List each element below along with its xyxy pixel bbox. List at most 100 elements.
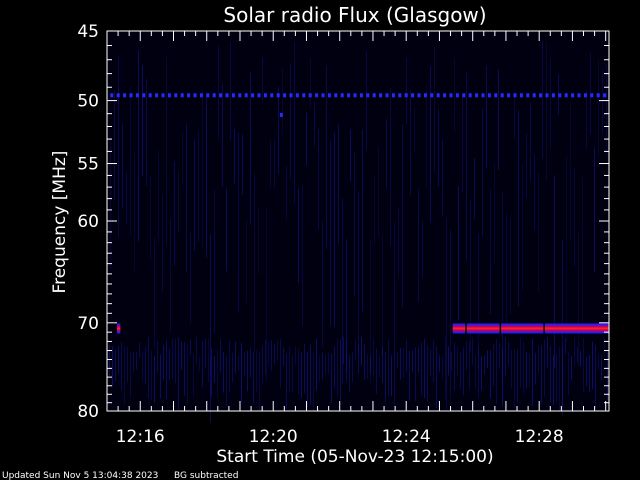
- emission-dot: [359, 93, 363, 98]
- noise-streak: [517, 349, 518, 404]
- noise-streak: [469, 341, 470, 391]
- noise-streak: [198, 131, 199, 242]
- noise-streak: [292, 355, 293, 392]
- noise-streak: [598, 353, 599, 371]
- noise-streak: [246, 220, 247, 303]
- noise-streak: [578, 230, 579, 367]
- noise-streak: [190, 339, 191, 356]
- emission-gap: [465, 323, 467, 334]
- emission-dot: [481, 93, 485, 98]
- noise-streak: [122, 123, 123, 209]
- emission-dot: [135, 93, 139, 98]
- noise-streak: [511, 349, 512, 389]
- emission-dot: [244, 93, 248, 98]
- noise-streak: [577, 347, 578, 363]
- noise-streak: [157, 341, 158, 373]
- noise-streak: [205, 339, 206, 369]
- emission-dot: [283, 93, 287, 98]
- emission-dot: [225, 93, 229, 98]
- noise-streak: [502, 347, 503, 407]
- emission-band-core: [116, 327, 121, 330]
- noise-streak: [206, 95, 207, 258]
- noise-streak: [424, 338, 425, 399]
- noise-streak: [367, 354, 368, 379]
- noise-streak: [318, 128, 319, 230]
- noise-streak: [214, 190, 215, 333]
- noise-streak: [194, 140, 195, 251]
- emission-dot: [494, 93, 498, 98]
- noise-streak: [451, 351, 452, 372]
- y-tick-label: 45: [77, 22, 99, 42]
- noise-streak: [259, 352, 260, 411]
- noise-streak: [534, 154, 535, 230]
- noise-streak: [322, 222, 323, 347]
- noise-streak: [232, 352, 233, 383]
- emission-dot: [430, 93, 434, 98]
- y-tick-label: 60: [77, 212, 99, 232]
- footer-note: BG subtracted: [174, 471, 238, 480]
- noise-streak: [178, 171, 179, 234]
- noise-streak: [508, 341, 509, 365]
- emission-dot: [212, 93, 216, 98]
- noise-streak: [250, 348, 251, 378]
- noise-streak: [478, 346, 479, 398]
- emission-dot: [231, 93, 235, 98]
- noise-streak: [340, 339, 341, 401]
- noise-streak: [460, 352, 461, 389]
- noise-streak: [211, 348, 212, 397]
- noise-streak: [124, 346, 125, 405]
- noise-streak: [338, 124, 339, 244]
- emission-dot: [251, 93, 255, 98]
- x-tick-label: 12:20: [249, 427, 298, 447]
- noise-streak: [277, 340, 278, 360]
- noise-streak: [604, 338, 605, 355]
- noise-streak: [505, 336, 506, 377]
- noise-streak: [554, 175, 555, 369]
- noise-streak: [376, 348, 377, 394]
- emission-dot: [238, 93, 242, 98]
- noise-streak: [151, 350, 152, 401]
- noise-streak: [230, 42, 231, 140]
- noise-streak: [290, 62, 291, 180]
- noise-streak: [397, 351, 398, 368]
- noise-streak: [361, 336, 362, 366]
- noise-streak: [154, 356, 155, 403]
- emission-dot: [148, 93, 152, 98]
- noise-streak: [462, 96, 463, 193]
- noise-streak: [355, 339, 356, 361]
- noise-streak: [326, 65, 327, 249]
- noise-streak: [258, 207, 259, 275]
- noise-streak: [146, 78, 147, 186]
- noise-streak: [402, 124, 403, 308]
- noise-streak: [445, 337, 446, 399]
- noise-streak: [256, 350, 257, 393]
- noise-streak: [295, 346, 296, 365]
- noise-streak: [163, 345, 164, 380]
- feature-layer: [110, 93, 609, 334]
- emission-dot: [487, 93, 491, 98]
- emission-dot: [436, 93, 440, 98]
- noise-streak: [218, 45, 219, 138]
- noise-streak: [241, 343, 242, 402]
- noise-streak: [541, 345, 542, 405]
- noise-streak: [514, 349, 515, 409]
- noise-streak: [330, 140, 331, 326]
- noise-streak: [530, 102, 531, 182]
- noise-streak: [499, 343, 500, 370]
- noise-streak: [474, 158, 475, 220]
- emission-spot: [279, 112, 283, 117]
- noise-streak: [406, 58, 407, 125]
- emission-dot: [199, 93, 203, 98]
- emission-dot: [257, 93, 261, 98]
- y-tick-label: 80: [77, 402, 99, 422]
- noise-streak: [595, 345, 596, 409]
- noise-streak: [358, 344, 359, 374]
- noise-streak: [418, 189, 419, 303]
- noise-streak: [350, 129, 351, 182]
- noise-streak: [130, 352, 131, 398]
- noise-streak: [193, 354, 194, 397]
- emission-dot: [551, 93, 555, 98]
- emission-dot: [558, 93, 562, 98]
- noise-streak: [403, 348, 404, 378]
- emission-dot: [404, 93, 408, 98]
